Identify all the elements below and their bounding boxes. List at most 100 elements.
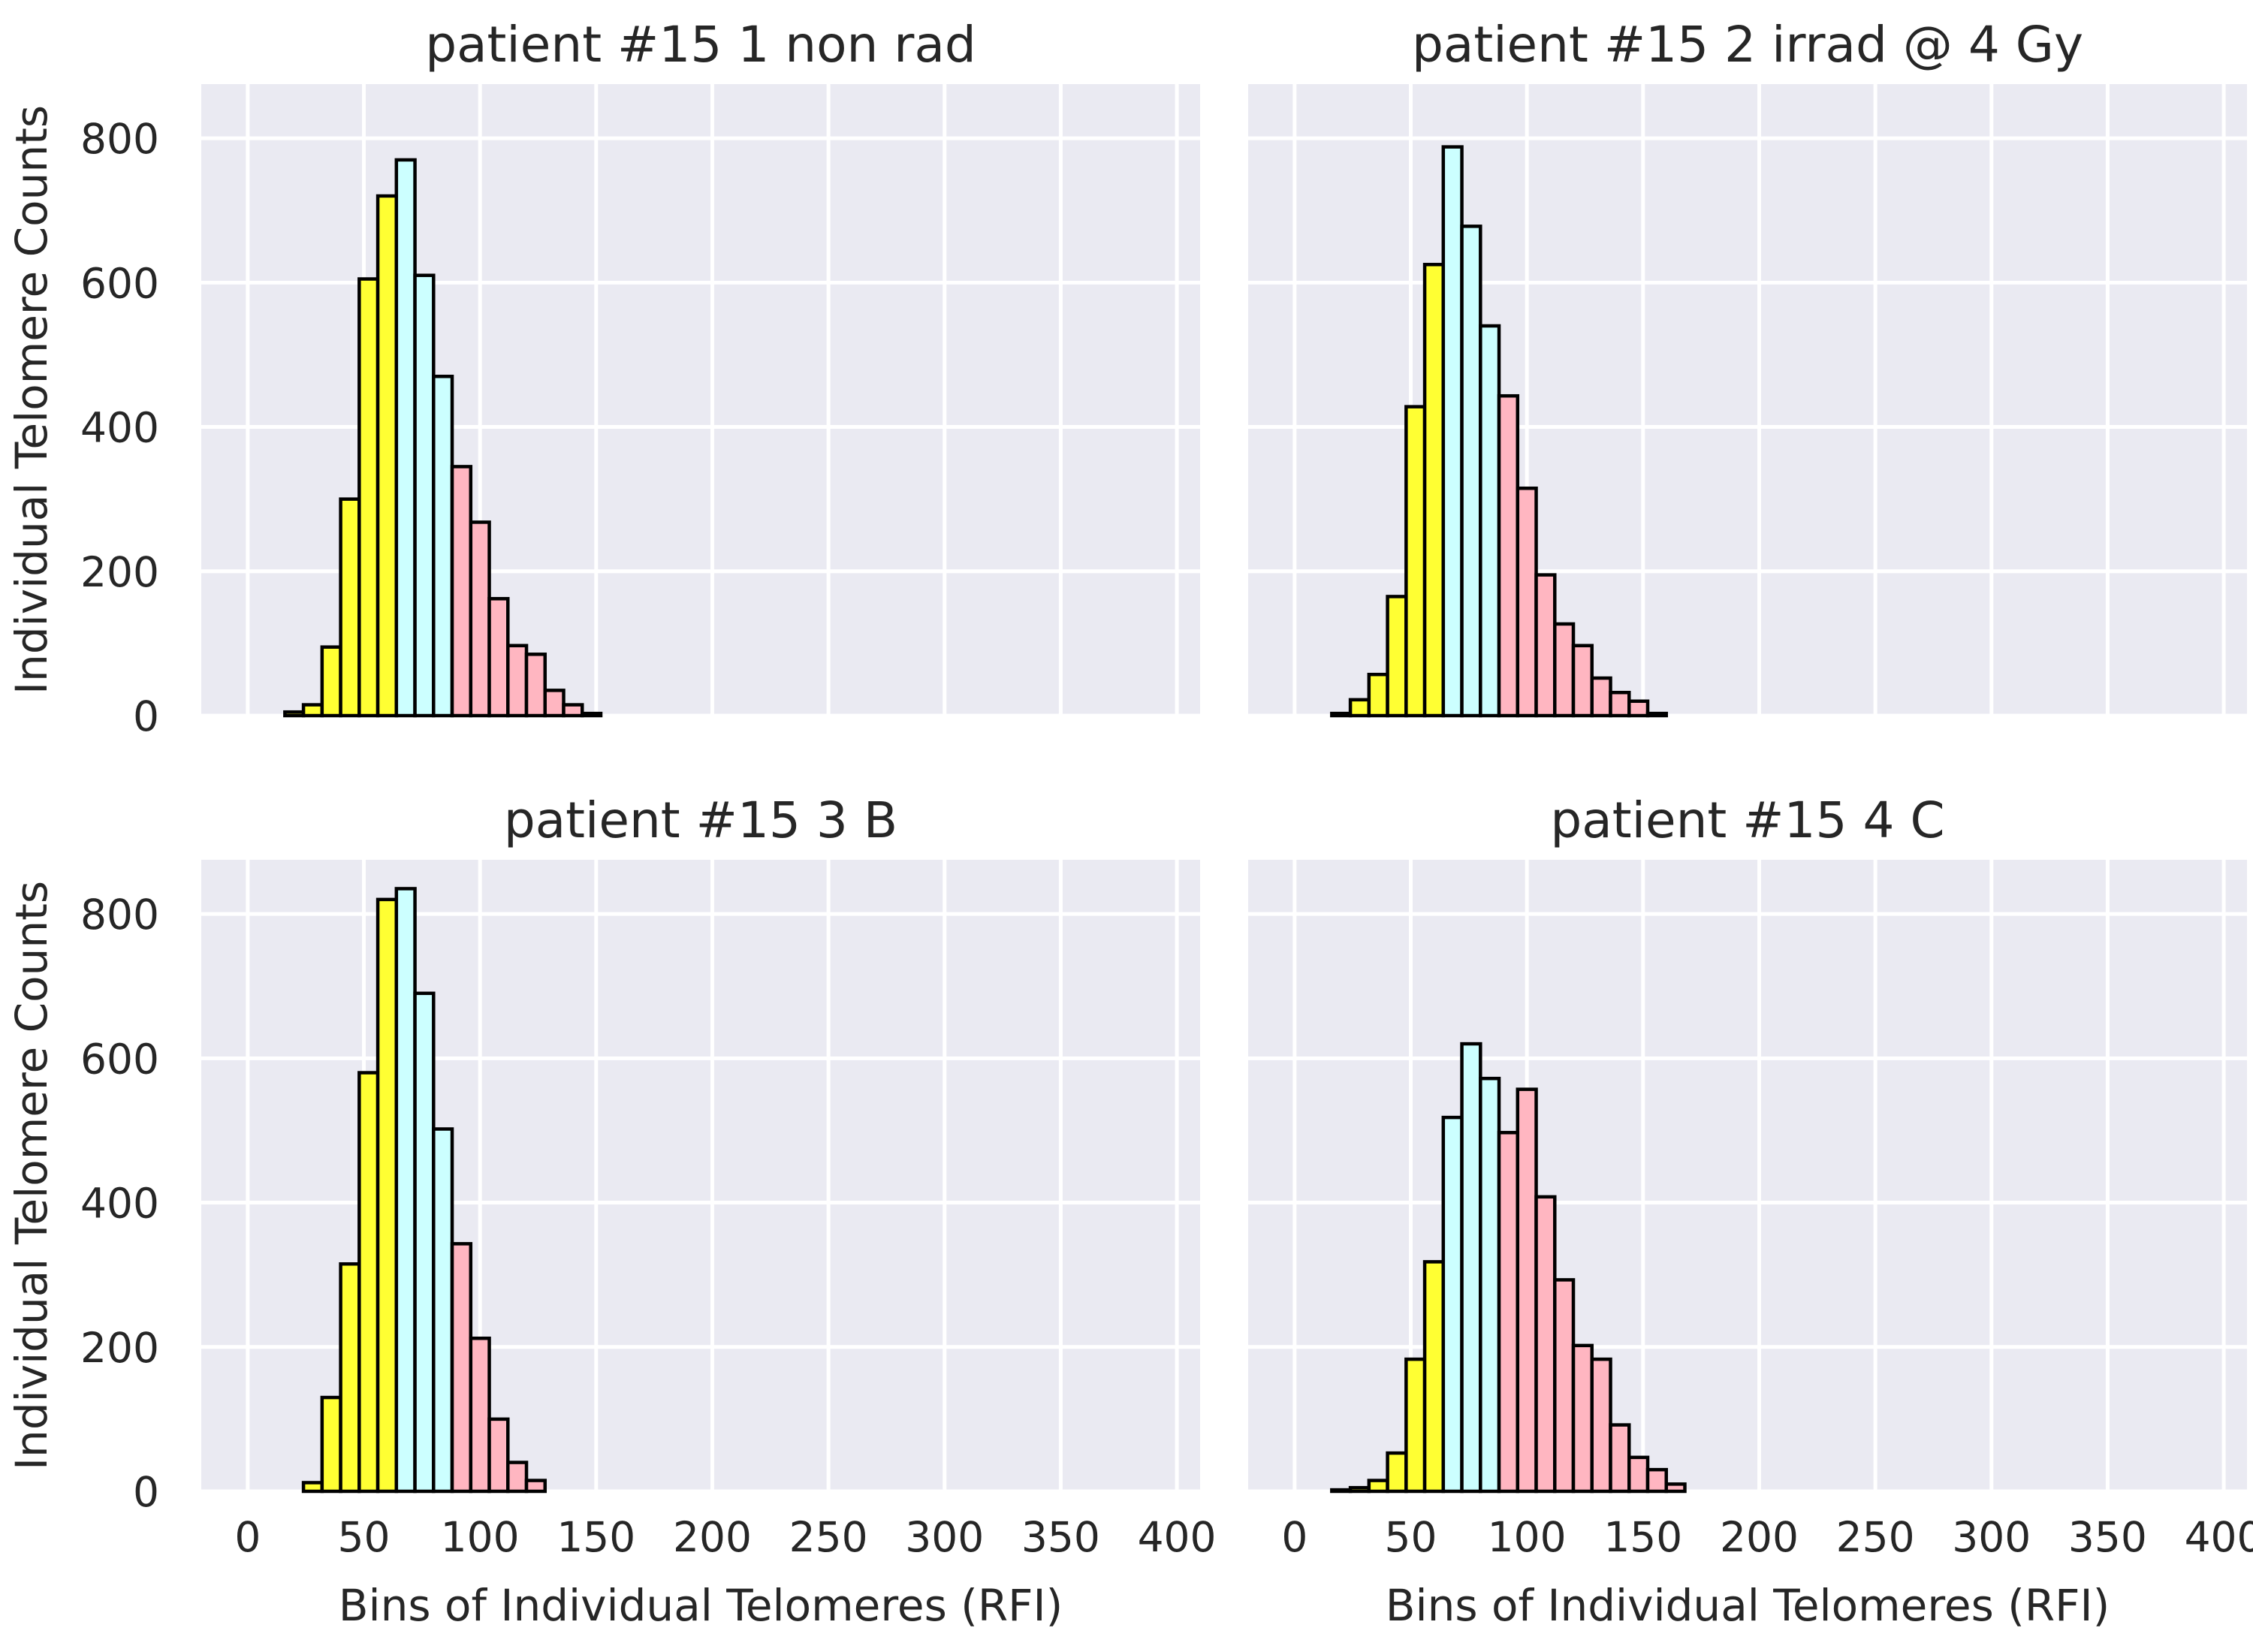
y-tick-label: 800 [80,891,159,939]
histogram-bar [1497,1131,1520,1494]
histogram-bar [1330,711,1353,718]
y-tick-label: 400 [80,404,159,452]
histogram-bar [413,991,436,1494]
histogram-bar [543,689,566,718]
histogram-bar [1609,690,1631,718]
histogram-bar [1404,1357,1427,1494]
x-tick-label: 150 [556,1513,635,1561]
histogram-bar [487,597,510,718]
histogram-bar [487,1417,510,1494]
x-tick-label: 50 [1385,1513,1437,1561]
x-tick-label: 350 [2068,1513,2147,1561]
histogram-bar [450,465,473,718]
x-tick-label: 400 [1138,1513,1217,1561]
histogram-bar [1479,1076,1501,1494]
histogram-bar [1404,405,1427,718]
x-tick-label: 50 [338,1513,391,1561]
histogram-bar [1534,1195,1557,1494]
histogram-bar [524,653,547,718]
subplot-title: patient #15 2 irrad @ 4 Gy [1412,16,2083,74]
y-tick-label: 200 [80,548,159,596]
y-tick-label: 600 [80,1035,159,1083]
histogram-bar [1330,1488,1353,1494]
y-axis-label: Individual Telomere Counts [6,105,57,695]
x-tick-label: 250 [1836,1513,1915,1561]
y-axis-label: Individual Telomere Counts [6,881,57,1470]
histogram-bar [1348,698,1371,718]
histogram-bar [1460,225,1482,718]
subplot-title: patient #15 4 C [1550,791,1944,849]
x-tick-label: 0 [1281,1513,1307,1561]
x-tick-label: 100 [441,1513,520,1561]
histogram-bar [283,710,306,718]
histogram-bar [1516,486,1538,718]
histogram-bar [394,887,417,1494]
histogram-bar [1422,1260,1446,1494]
subplot-4: patient #15 4 C 0 50 100 150 200 250 300 350 400 B… [1248,791,2253,1631]
histogram-bar [320,1395,342,1494]
histogram-bar [1516,1087,1538,1494]
histogram-bar [1441,145,1464,718]
x-tick-label: 150 [1603,1513,1682,1561]
subplot-title: patient #15 1 non rad [425,16,976,74]
x-tick-label: 200 [1720,1513,1799,1561]
x-tick-label: 400 [2185,1513,2253,1561]
histogram-bar [1422,263,1446,718]
histogram-bar [1386,595,1408,718]
histogram-bar [1571,644,1594,718]
histogram-bar [450,1242,473,1494]
histogram-bar [301,703,324,718]
subplot-1: patient #15 1 non rad 0 200 400 600 800 Indivi… [6,16,1200,740]
histogram-bar [339,497,361,718]
histogram-bar [1590,676,1612,718]
x-tick-label: 300 [1952,1513,2031,1561]
histogram-bar [320,645,342,718]
histogram-bar [394,158,417,718]
y-tick-label: 400 [80,1180,159,1228]
histogram-bar [1609,1423,1631,1494]
histogram-bar [1534,573,1557,718]
histogram-bar [506,1461,529,1494]
x-tick-label: 250 [789,1513,868,1561]
histogram-bar [524,1479,547,1494]
histogram-bar [376,194,399,718]
y-tick-label: 600 [80,259,159,307]
histogram-bar [1590,1357,1612,1494]
histogram-bar [432,1127,454,1494]
histogram-bar [1497,393,1520,718]
histogram-bar [432,375,454,718]
histogram-bar [1627,1455,1650,1494]
subplot-3: patient #15 3 B 0 200 400 600 800 Individual T… [6,791,1217,1631]
x-tick-label: 0 [234,1513,261,1561]
plot-area [1248,860,2247,1491]
histogram-bar [1460,1042,1482,1494]
x-tick-label: 350 [1021,1513,1100,1561]
y-tick-label: 0 [133,1468,159,1516]
histogram-bar [1441,1115,1464,1494]
histogram-bar [581,711,603,718]
histogram-bar [1367,672,1389,718]
histogram-bar [301,1481,324,1494]
histogram-bar [1645,711,1668,718]
histogram-bar [1348,1485,1371,1494]
histogram-bar [1627,699,1650,718]
x-axis-label: Bins of Individual Telomeres (RFI) [1386,1580,2110,1631]
histogram-bar [357,277,380,718]
histogram-bar [1553,622,1576,718]
histogram-bar [339,1262,361,1494]
y-tick-label: 200 [80,1324,159,1372]
histogram-bar [469,520,491,718]
histogram-bar [1367,1479,1389,1494]
histogram-bar [1553,1278,1576,1494]
histogram-bar [376,897,399,1494]
histogram-bar [1664,1482,1687,1494]
histogram-bar [413,273,436,718]
y-tick-label: 800 [80,115,159,163]
y-tick-label: 0 [133,692,159,740]
x-tick-label: 100 [1488,1513,1567,1561]
histogram-bar [357,1071,380,1494]
subplot-2: patient #15 2 irrad @ 4 Gy [1248,16,2247,718]
histogram-bar [506,644,529,718]
histogram-bar [469,1336,491,1494]
